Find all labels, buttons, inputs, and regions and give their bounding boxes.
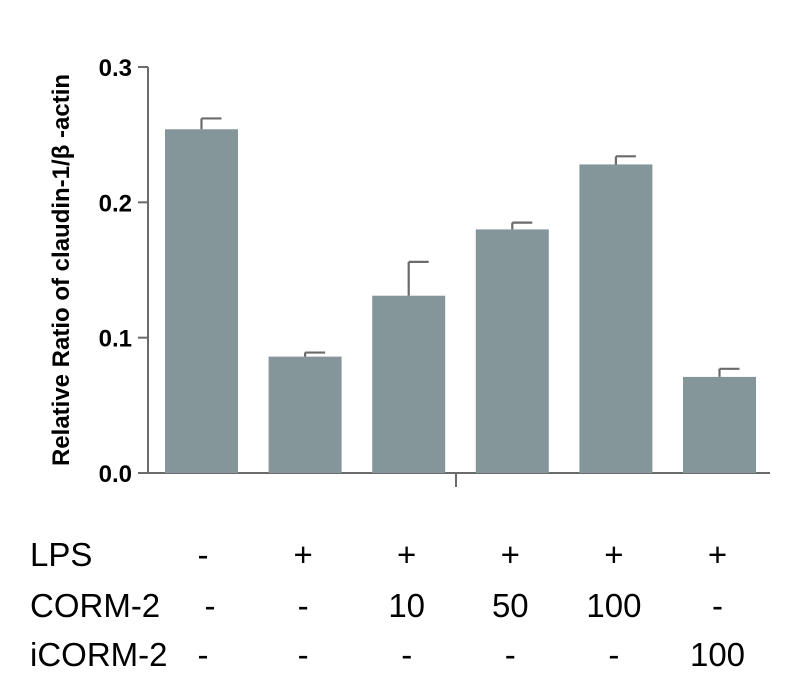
error-bar [304,351,326,357]
condition-value: + [604,536,623,573]
condition-value: 10 [388,587,425,624]
condition-label: CORM-2 [30,587,160,624]
error-bar [718,367,740,377]
condition-table: LPS - + + + + +CORM-2- -10 50 100 -iCORM-2- - - - -100 [30,536,745,673]
condition-value: + [397,536,416,573]
condition-value: - [298,587,309,624]
error-bars [200,117,740,377]
condition-label: LPS [30,536,92,573]
condition-dash: - [198,536,209,573]
condition-value: 100 [690,636,745,673]
condition-value: - [298,636,309,673]
condition-value: 100 [586,587,641,624]
y-tick-label: 0.0 [99,461,132,488]
y-tick-label: 0.2 [99,190,132,217]
error-bar [407,260,429,296]
bar [683,376,756,473]
bar [372,295,446,473]
condition-value: - [712,587,723,624]
bar [475,229,549,473]
condition-value: + [293,536,312,573]
bar [268,356,342,473]
bar [165,129,238,473]
y-ticks: 0.0 0.1 0.2 0.3 [99,55,148,488]
condition-value: + [708,536,727,573]
condition-dash: - [198,636,209,673]
y-tick-label: 0.1 [99,326,132,353]
condition-value: - [401,636,412,673]
bars [165,129,756,473]
error-bar [511,221,533,230]
condition-value: - [608,636,619,673]
y-tick-label: 0.3 [99,55,132,82]
condition-label: iCORM-2 [30,636,168,673]
y-axis-label: Relative Ratio of claudin-1/β -actin [48,74,75,466]
condition-value: 50 [492,587,529,624]
axes [147,67,770,487]
bar [579,164,653,473]
condition-dash: - [205,587,216,624]
condition-value: - [505,636,516,673]
condition-value: + [501,536,520,573]
error-bar [614,155,636,165]
error-bar [200,117,222,130]
